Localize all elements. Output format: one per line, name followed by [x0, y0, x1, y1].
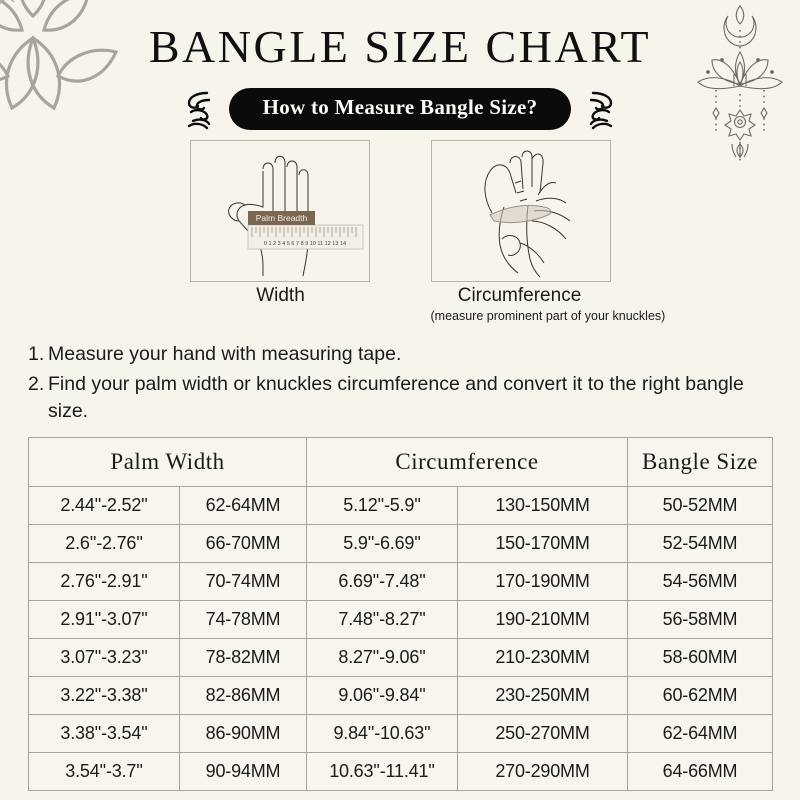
- cell-circumference-in: 7.48''-8.27'': [306, 600, 458, 639]
- cell-circumference-in: 5.12''-5.9'': [306, 486, 458, 525]
- cell-bangle-size: 60-62MM: [627, 676, 773, 715]
- cell-circumference-in: 9.06''-9.84'': [306, 676, 458, 715]
- illustration-circumference: [430, 140, 611, 282]
- hand-palm-ruler-icon: 0 1 2 3 4 5 6 7 8 9 10 11 12 13 14 Palm …: [227, 155, 363, 277]
- table-header-circumference: Circumference: [306, 437, 628, 487]
- cell-circumference-mm: 230-250MM: [457, 676, 628, 715]
- table-row: 3.07''-3.23'' 78-82MM 8.27''-9.06'' 210-…: [28, 638, 773, 677]
- cell-palm-width-mm: 62-64MM: [179, 486, 307, 525]
- table-row: 3.38''-3.54'' 86-90MM 9.84''-10.63'' 250…: [28, 714, 773, 753]
- caption-circumference-label: Circumference: [457, 285, 582, 306]
- table-header-bangle-size: Bangle Size: [627, 437, 773, 487]
- step-text: Find your palm width or knuckles circumf…: [48, 372, 744, 423]
- cell-bangle-size: 52-54MM: [627, 524, 773, 563]
- banner-label: How to Measure Bangle Size?: [228, 88, 572, 130]
- table-row: 2.6''-2.76'' 66-70MM 5.9''-6.69'' 150-17…: [28, 524, 773, 563]
- table-row: 3.22''-3.38'' 82-86MM 9.06''-9.84'' 230-…: [28, 676, 773, 715]
- caption-width-label: Width: [256, 285, 305, 306]
- cell-bangle-size: 56-58MM: [627, 600, 773, 639]
- step-number: 1.: [28, 343, 45, 365]
- table-row: 2.91''-3.07'' 74-78MM 7.48''-8.27'' 190-…: [28, 600, 773, 639]
- cell-circumference-mm: 150-170MM: [457, 524, 628, 563]
- cell-bangle-size: 50-52MM: [627, 486, 773, 525]
- swirl-flourish-icon: [590, 91, 613, 130]
- cell-palm-width-mm: 70-74MM: [179, 562, 307, 601]
- palm-breadth-label: Palm Breadth: [255, 213, 307, 223]
- cell-palm-width-mm: 78-82MM: [179, 638, 307, 677]
- cell-circumference-mm: 270-290MM: [457, 752, 628, 791]
- steps-list: 1. Measure your hand with measuring tape…: [28, 341, 772, 428]
- cell-circumference-in: 9.84''-10.63'': [306, 714, 458, 753]
- captions-row: Width Circumference (measure prominent p…: [0, 285, 800, 323]
- caption-circumference-sublabel: (measure prominent part of your knuckles…: [430, 308, 666, 323]
- cell-circumference-mm: 210-230MM: [457, 638, 628, 677]
- cell-circumference-mm: 130-150MM: [457, 486, 628, 525]
- page-title: BANGLE SIZE CHART: [148, 21, 652, 72]
- cell-palm-width-in: 2.76''-2.91'': [28, 562, 180, 601]
- illustration-palm-width: 0 1 2 3 4 5 6 7 8 9 10 11 12 13 14 Palm …: [189, 140, 370, 282]
- caption-width: Width: [192, 285, 370, 323]
- table-header-palm-width: Palm Width: [28, 437, 307, 487]
- cell-circumference-mm: 190-210MM: [457, 600, 628, 639]
- banner-row: How to Measure Bangle Size?: [0, 88, 800, 130]
- ruler-tick-labels: 0 1 2 3 4 5 6 7 8 9 10 11 12 13 14: [263, 241, 345, 247]
- cell-bangle-size: 54-56MM: [627, 562, 773, 601]
- cell-palm-width-mm: 90-94MM: [179, 752, 307, 791]
- table-row: 2.44''-2.52'' 62-64MM 5.12''-5.9'' 130-1…: [28, 486, 773, 525]
- cell-bangle-size: 64-66MM: [627, 752, 773, 791]
- cell-circumference-mm: 170-190MM: [457, 562, 628, 601]
- caption-circumference: Circumference (measure prominent part of…: [430, 285, 666, 323]
- cell-palm-width-mm: 86-90MM: [179, 714, 307, 753]
- illustrations-row: 0 1 2 3 4 5 6 7 8 9 10 11 12 13 14 Palm …: [0, 140, 800, 282]
- cell-bangle-size: 58-60MM: [627, 638, 773, 677]
- cell-palm-width-mm: 82-86MM: [179, 676, 307, 715]
- hands-knuckles-tape-icon: [484, 150, 570, 278]
- cell-palm-width-in: 3.38''-3.54'': [28, 714, 180, 753]
- cell-circumference-in: 5.9''-6.69'': [306, 524, 458, 563]
- cell-palm-width-in: 3.54''-3.7'': [28, 752, 180, 791]
- cell-circumference-in: 8.27''-9.06'': [306, 638, 458, 677]
- cell-circumference-mm: 250-270MM: [457, 714, 628, 753]
- list-item: 2. Find your palm width or knuckles circ…: [28, 371, 772, 426]
- cell-palm-width-in: 2.6''-2.76'': [28, 524, 180, 563]
- cell-palm-width-mm: 74-78MM: [179, 600, 307, 639]
- cell-palm-width-in: 2.91''-3.07'': [28, 600, 180, 639]
- table-header-row: Palm Width Circumference Bangle Size: [28, 437, 773, 487]
- list-item: 1. Measure your hand with measuring tape…: [28, 341, 772, 369]
- ruler-graphic: 0 1 2 3 4 5 6 7 8 9 10 11 12 13 14: [247, 224, 363, 250]
- cell-palm-width-in: 3.07''-3.23'': [28, 638, 180, 677]
- cell-circumference-in: 6.69''-7.48'': [306, 562, 458, 601]
- step-number: 2.: [28, 372, 45, 395]
- tape-loop: [488, 204, 551, 224]
- cell-bangle-size: 62-64MM: [627, 714, 773, 753]
- step-text: Measure your hand with measuring tape.: [48, 343, 402, 365]
- cell-circumference-in: 10.63''-11.41'': [306, 752, 458, 791]
- cell-palm-width-in: 2.44''-2.52'': [28, 486, 180, 525]
- table-body: 2.44''-2.52'' 62-64MM 5.12''-5.9'' 130-1…: [28, 486, 773, 791]
- swirl-flourish-icon: [187, 91, 210, 130]
- table-row: 2.76''-2.91'' 70-74MM 6.69''-7.48'' 170-…: [28, 562, 773, 601]
- cell-palm-width-in: 3.22''-3.38'': [28, 676, 180, 715]
- title-container: BANGLE SIZE CHART: [0, 24, 800, 70]
- palm-breadth-label-bg: [247, 211, 315, 225]
- bangle-size-table: Palm Width Circumference Bangle Size 2.4…: [28, 437, 773, 791]
- table-row: 3.54''-3.7'' 90-94MM 10.63''-11.41'' 270…: [28, 752, 773, 791]
- cell-palm-width-mm: 66-70MM: [179, 524, 307, 563]
